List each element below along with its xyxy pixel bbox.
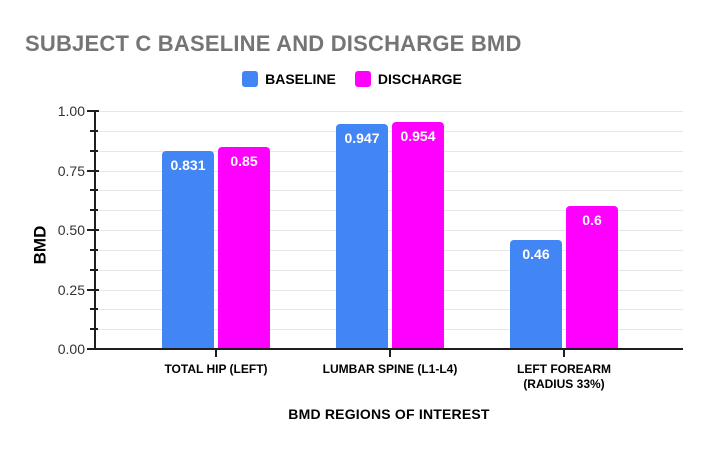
gridline	[95, 309, 683, 311]
y-axis-tick	[90, 248, 98, 251]
category-label-lumbar-spine-l1-l4: LUMBAR SPINE (L1-L4)	[302, 362, 478, 377]
category-label-left-forearm-radius-33: LEFT FOREARM (RADIUS 33%)	[476, 362, 652, 392]
bar-value-label: 0.831	[170, 157, 206, 173]
x-axis-tick	[389, 349, 391, 357]
x-axis-line	[94, 348, 683, 350]
gridline	[95, 170, 683, 172]
y-axis-tick	[90, 129, 98, 132]
bar-discharge-lumbar-spine-l1-l4: 0.954	[392, 122, 444, 349]
bar-baseline-left-forearm-radius-33: 0.46	[510, 240, 562, 349]
y-axis-tick-label-0-50: 0.50	[57, 222, 85, 238]
gridline	[95, 190, 683, 192]
y-axis-tick-label-1-00: 1.00	[57, 103, 85, 119]
gridline	[95, 230, 683, 231]
gridline	[95, 269, 683, 271]
legend-item-baseline: BASELINE	[242, 71, 336, 87]
category-label-line: (RADIUS 33%)	[523, 377, 605, 391]
y-axis-tick	[90, 189, 98, 192]
legend-label-baseline: BASELINE	[265, 71, 336, 87]
x-axis-title: BMD REGIONS OF INTEREST	[288, 406, 490, 422]
y-axis-tick	[87, 110, 99, 112]
y-axis-tick-labels: 0.00 0.25 0.50 0.75 1.00	[37, 103, 85, 357]
category-label-line: TOTAL HIP (LEFT)	[164, 362, 268, 376]
legend-label-discharge: DISCHARGE	[377, 71, 462, 87]
bar-baseline-lumbar-spine-l1-l4: 0.947	[336, 124, 388, 349]
gridline	[95, 289, 683, 291]
gridline	[95, 130, 683, 132]
gridline	[95, 111, 683, 112]
bar-value-label: 0.6	[582, 212, 602, 228]
y-axis-tick	[90, 149, 98, 152]
category-label-line: LUMBAR SPINE (L1-L4)	[322, 362, 458, 376]
y-axis-tick-label-0-00: 0.00	[57, 341, 85, 357]
x-axis-category-labels: TOTAL HIP (LEFT) LUMBAR SPINE (L1-L4) LEFT…	[95, 362, 683, 396]
x-axis-tick	[563, 349, 565, 357]
bar-value-label: 0.85	[230, 153, 258, 169]
y-axis-tick	[90, 308, 98, 311]
bar-value-label: 0.46	[522, 246, 550, 262]
gridline	[95, 150, 683, 152]
y-axis-tick	[87, 348, 99, 350]
plot-area: 0.831 0.85 0.947 0.954 0.46 0.6	[87, 110, 683, 357]
gridline	[95, 329, 683, 331]
y-axis-tick	[90, 268, 98, 271]
y-axis-tick	[87, 169, 99, 172]
y-axis-tick	[87, 288, 99, 291]
discharge-swatch-icon	[354, 71, 371, 87]
category-label-total-hip-left: TOTAL HIP (LEFT)	[128, 362, 304, 377]
chart-title: SUBJECT C BASELINE AND DISCHARGE BMD	[25, 31, 522, 56]
x-axis-tick	[215, 349, 217, 357]
y-axis-tick	[90, 209, 98, 212]
bar-baseline-total-hip-left: 0.831	[162, 151, 214, 349]
y-axis-tick-label-0-75: 0.75	[57, 162, 85, 179]
bar-value-label: 0.954	[400, 128, 436, 144]
bar-discharge-left-forearm-radius-33: 0.6	[566, 206, 618, 349]
y-axis-tick	[90, 328, 98, 331]
y-axis-tick-label-0-25: 0.25	[57, 281, 85, 298]
gridline	[95, 249, 683, 251]
baseline-swatch-icon	[242, 71, 259, 87]
bar-value-label: 0.947	[344, 130, 380, 146]
bar-discharge-total-hip-left: 0.85	[218, 147, 270, 349]
category-label-line: LEFT FOREARM	[517, 362, 611, 376]
gridline	[95, 210, 683, 212]
legend-item-discharge: DISCHARGE	[354, 71, 462, 87]
legend: BASELINE DISCHARGE	[0, 71, 704, 87]
y-axis-tick	[87, 229, 99, 231]
